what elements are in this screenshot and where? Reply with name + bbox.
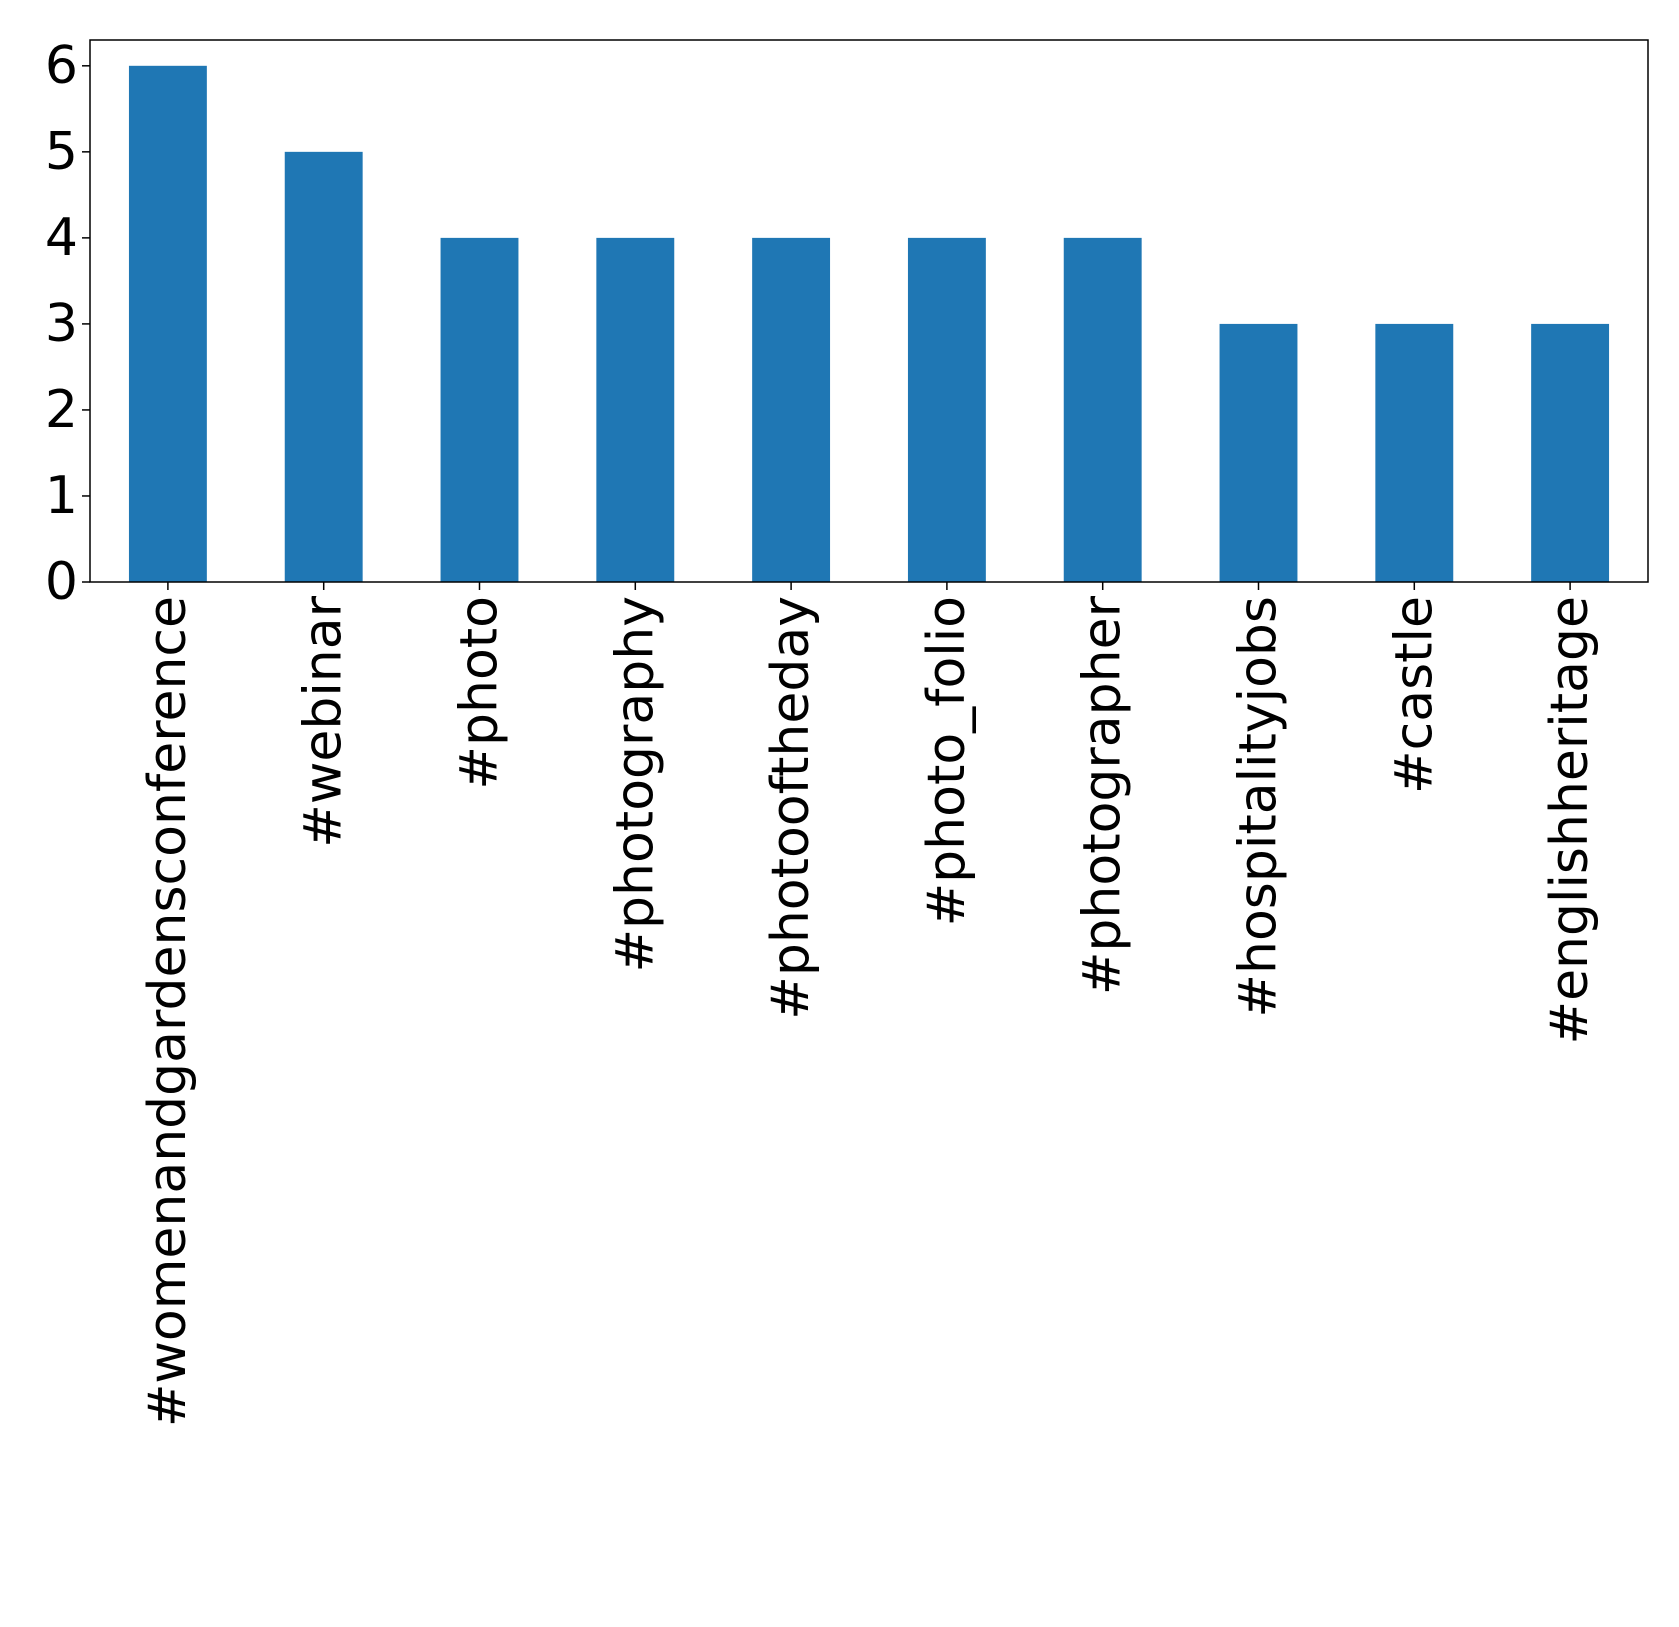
- bars-layer: [128, 65, 1610, 583]
- x-tick-label: #webinar: [294, 595, 354, 847]
- bar: [1219, 323, 1298, 582]
- y-axis: 0 1 2 3 4 5 6: [45, 36, 90, 612]
- x-tick-label: #womenandgardensconference: [138, 596, 198, 1427]
- y-tick-label: 4: [45, 208, 78, 268]
- x-tick-label: #photography: [605, 596, 665, 973]
- plot-frame: [89, 39, 1649, 583]
- bar: [284, 151, 363, 583]
- bar: [596, 237, 675, 582]
- bar: [1531, 323, 1610, 582]
- x-tick-label: #castle: [1384, 596, 1444, 794]
- x-tick-label: #photographer: [1073, 595, 1133, 995]
- x-tick-label: #englishheritage: [1540, 596, 1600, 1045]
- bar: [1375, 323, 1454, 582]
- y-tick-label: 1: [45, 466, 78, 526]
- y-tick-label: 6: [45, 36, 78, 96]
- x-axis: #womenandgardensconference #webinar #photo…: [138, 582, 1600, 1427]
- x-tick-label: #hospitalityjobs: [1229, 596, 1289, 1018]
- bar: [440, 237, 519, 582]
- y-tick-label: 0: [45, 552, 78, 612]
- x-tick-label: #photo: [450, 596, 510, 790]
- bar: [128, 65, 207, 583]
- x-tick-label: #photo_folio: [917, 596, 977, 926]
- y-tick-label: 5: [45, 122, 78, 182]
- y-tick-label: 2: [45, 380, 78, 440]
- bar: [907, 237, 986, 582]
- x-tick-label: #photooftheday: [761, 596, 821, 1020]
- bar: [752, 237, 831, 582]
- bar: [1063, 237, 1142, 582]
- y-tick-label: 3: [45, 294, 78, 354]
